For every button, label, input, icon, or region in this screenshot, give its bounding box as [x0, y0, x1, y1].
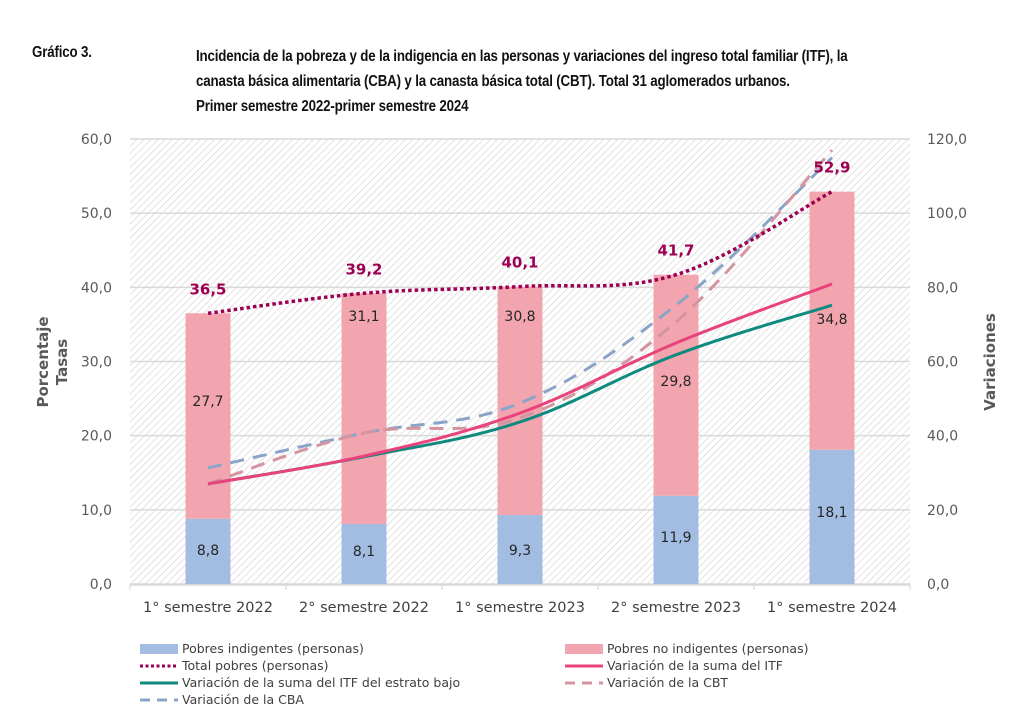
x-axis-category-label: 1° semestre 2023 [455, 600, 585, 616]
legend-swatch [565, 664, 603, 667]
bar-label-indigentes: 9,3 [509, 543, 531, 559]
right-axis-tick-label: 20,0 [927, 503, 958, 519]
bar-label-no-indigentes: 27,7 [192, 394, 223, 410]
bar-label-no-indigentes: 31,1 [348, 309, 379, 325]
legend-swatch [140, 643, 178, 654]
right-axis-title: Variaciones [981, 313, 999, 411]
bar-label-indigentes: 18,1 [816, 505, 847, 521]
data-labels: 8,8 8,1 9,3 11,9 18,1 27,7 31,1 30,8 29,8 34,8 36,… [189, 159, 850, 560]
legend-label: Pobres no indigentes (personas) [607, 641, 809, 656]
figure-title: Incidencia de la pobreza y de la indigen… [196, 44, 987, 119]
x-axis-category-label: 1° semestre 2024 [767, 600, 897, 616]
bar-no-indigentes [809, 191, 855, 450]
bar-no-indigentes [653, 274, 699, 496]
bar-indigentes [341, 523, 387, 584]
legend-swatch [565, 643, 603, 654]
right-axis-tick-label: 0,0 [927, 577, 949, 593]
bar-label-indigentes: 8,8 [197, 543, 219, 559]
left-axis-title-line-1: Porcentaje [34, 316, 52, 407]
legend-label: Pobres indigentes (personas) [182, 641, 364, 656]
bar-no-indigentes [497, 286, 543, 516]
left-axis-tick-label: 40,0 [81, 280, 112, 296]
line-variacion-de-la-cbt [207, 149, 834, 486]
total-pobres-label: 39,2 [345, 260, 382, 278]
total-pobres-label: 52,9 [813, 159, 850, 177]
legend-label: Variación de la CBT [607, 675, 729, 690]
bar-no-indigentes [341, 293, 387, 524]
total-pobres-label: 36,5 [189, 280, 226, 298]
right-axis-tick-label: 60,0 [927, 355, 958, 371]
total-pobres-label: 41,7 [657, 242, 694, 260]
left-axis-tick-label: 60,0 [81, 132, 112, 148]
x-axis-category-label: 2° semestre 2022 [299, 600, 429, 616]
figure-title-line-2: canasta básica alimentaria (CBA) y la ca… [196, 73, 790, 90]
legend-item: Pobres no indigentes (personas) [563, 640, 808, 657]
axes: 0,0 10,0 20,0 30,0 40,0 50,0 60,0 0,0 20,0 40,0 60… [34, 132, 999, 616]
left-axis-tick-label: 10,0 [81, 503, 112, 519]
figure-label: Gráfico 3. [32, 44, 92, 61]
bar-indigentes [497, 515, 543, 584]
right-axis-tick-label: 100,0 [927, 206, 967, 222]
legend-label: Variación de la suma del ITF [607, 658, 783, 673]
left-axis-tick-label: 0,0 [90, 577, 112, 593]
legend-item: Variación de la suma del ITF [563, 657, 783, 674]
x-axis-category-label: 2° semestre 2023 [611, 600, 741, 616]
legend-item: Variación de la CBT [563, 674, 728, 691]
left-axis-title-line-2: Tasas [53, 339, 71, 385]
legend-label: Total pobres (personas) [182, 658, 329, 673]
legend-swatch [140, 681, 178, 684]
right-axis-tick-label: 120,0 [927, 132, 967, 148]
legend-swatch [140, 698, 178, 701]
line-total-pobres-personas [207, 190, 833, 316]
figure-title-line-1: Incidencia de la pobreza y de la indigen… [196, 48, 848, 65]
legend-swatch [140, 664, 178, 667]
lines [207, 149, 834, 486]
legend-item: Total pobres (personas) [138, 657, 329, 674]
bar-indigentes [653, 495, 699, 584]
bar-indigentes [185, 518, 231, 584]
left-axis-tick-label: 30,0 [81, 355, 112, 371]
bar-label-indigentes: 8,1 [353, 544, 375, 560]
legend-label: Variación de la suma del ITF del estrato… [182, 675, 461, 690]
bar-label-no-indigentes: 29,8 [660, 374, 691, 390]
legend-item: Pobres indigentes (personas) [138, 640, 364, 657]
bar-indigentes [809, 449, 855, 584]
left-axis-tick-label: 50,0 [81, 206, 112, 222]
right-axis-tick-label: 40,0 [927, 429, 958, 445]
bar-label-no-indigentes: 34,8 [816, 312, 847, 328]
figure-title-line-3: Primer semestre 2022-primer semestre 202… [196, 98, 469, 115]
bars [185, 191, 855, 584]
line-variacion-de-la-suma-del-itf [207, 282, 833, 486]
legend-label: Variación de la CBA [182, 692, 304, 707]
legend-item: Variación de la CBA [138, 691, 304, 708]
total-pobres-label: 40,1 [501, 254, 538, 272]
bar-label-no-indigentes: 30,8 [504, 309, 535, 325]
bar-label-indigentes: 11,9 [660, 530, 691, 546]
legend-swatch [565, 681, 603, 684]
bar-no-indigentes [185, 313, 231, 519]
right-axis-tick-label: 80,0 [927, 280, 958, 296]
x-axis-category-label: 1° semestre 2022 [143, 600, 273, 616]
left-axis-tick-label: 20,0 [81, 429, 112, 445]
legend-item: Variación de la suma del ITF del estrato… [138, 674, 460, 691]
line-variacion-de-la-cba [207, 156, 834, 470]
